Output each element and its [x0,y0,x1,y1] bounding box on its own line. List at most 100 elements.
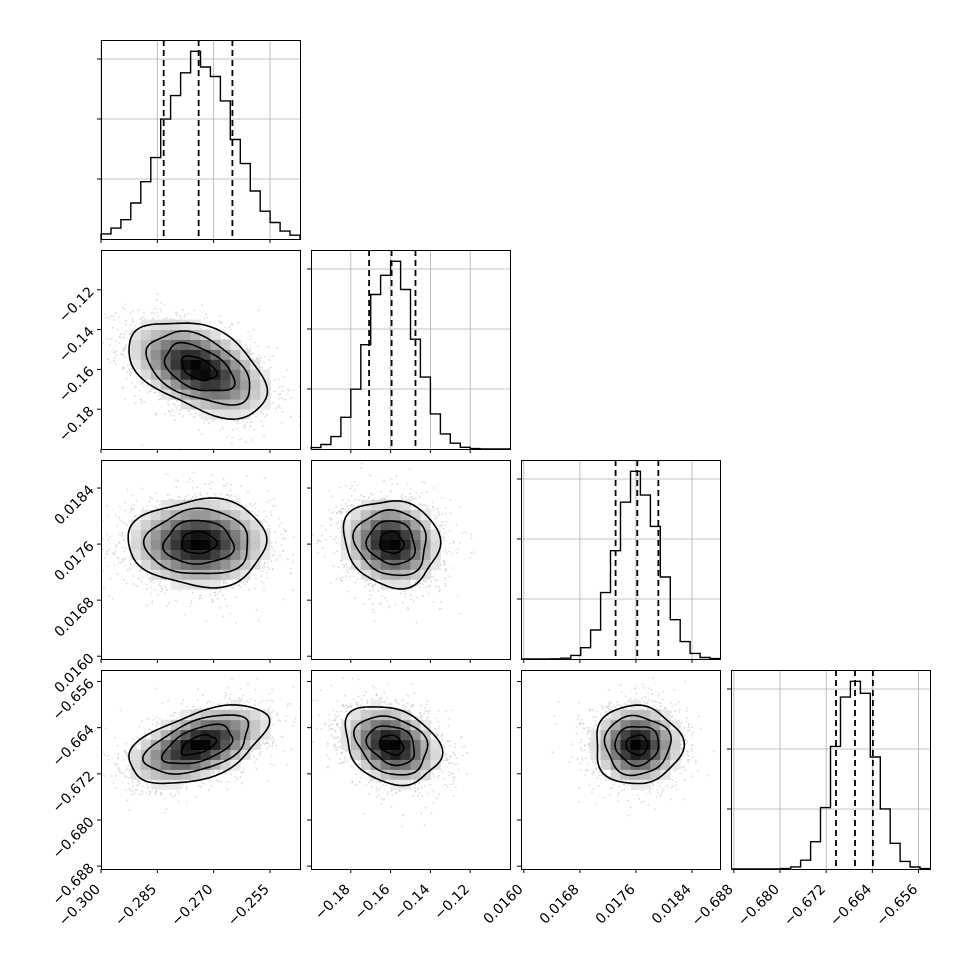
scatter-point [264,415,267,418]
scatter-point [267,566,269,568]
scatter-point [273,551,276,553]
scatter-point [409,488,412,491]
scatter-point [210,593,212,596]
scatter-point [156,298,158,301]
scatter-point [275,407,277,410]
density-cell [140,369,152,380]
scatter-point [171,409,174,411]
scatter-point [219,607,222,609]
scatter-point [255,357,258,359]
scatter-point [267,367,270,370]
scatter-point [127,364,129,366]
scatter-point [263,519,265,521]
scatter-point [150,311,153,314]
scatter-point [285,530,287,533]
scatter-point [209,487,212,490]
scatter-point [292,553,294,556]
scatter-point [141,487,143,490]
scatter-point [142,507,145,509]
density-cell [140,329,152,340]
scatter-point [106,565,109,568]
scatter-point [110,315,113,317]
scatter-point [132,575,134,577]
scatter-point [149,496,152,499]
scatter-point [146,604,149,607]
scatter-point [200,433,203,436]
scatter-point [123,578,125,581]
scatter-point [151,497,153,500]
scatter-point [146,574,149,576]
scatter-point [198,414,201,417]
density-cell [180,319,191,330]
scatter-point [119,561,122,564]
density-cell [140,339,152,350]
scatter-point [443,532,446,535]
scatter-point [224,327,227,329]
scatter-point [249,339,252,341]
scatter-point [246,347,249,350]
density-cell [150,329,162,340]
scatter-point [440,607,443,610]
scatter-point [114,312,117,314]
scatter-point [270,542,273,544]
panel-1-0 [97,250,301,453]
density-cell [240,389,251,400]
scatter-point [244,583,247,586]
scatter-point [106,553,109,556]
scatter-point [260,521,263,523]
scatter-point [135,584,138,587]
scatter-point [226,605,228,607]
density-cell [140,359,152,370]
scatter-point [277,378,280,381]
scatter-point [274,541,277,544]
scatter-point [135,514,137,517]
scatter-point [131,494,134,497]
scatter-point [183,315,186,318]
scatter-point [153,589,156,591]
scatter-point [106,338,109,340]
density-cell [150,339,162,350]
scatter-point [211,481,214,483]
scatter-point [199,491,202,494]
scatter-point [279,393,282,396]
scatter-point [203,421,206,424]
scatter-point [116,543,118,546]
scatter-point [119,353,122,355]
density-cell [200,329,211,340]
scatter-point [92,534,94,536]
scatter-point [116,572,119,575]
scatter-point [254,587,256,590]
scatter-point [123,550,126,552]
density-cell [150,379,162,390]
scatter-point [218,591,221,593]
density-cell [230,349,241,360]
scatter-point [438,608,441,610]
scatter-point [251,421,254,424]
scatter-point [124,557,127,560]
scatter-point [207,422,210,425]
scatter-point [277,406,280,408]
scatter-point [260,419,263,422]
scatter-point [184,313,186,316]
scatter-point [290,572,293,575]
density-cell [230,359,241,370]
scatter-point [305,529,307,531]
scatter-point [352,571,354,574]
scatter-point [165,588,168,590]
scatter-point [119,519,122,521]
scatter-point [164,585,166,588]
scatter-point [184,495,187,498]
scatter-point [272,401,274,404]
scatter-point [347,509,350,512]
scatter-point [279,407,282,410]
scatter-point [316,551,319,554]
scatter-point [113,359,116,362]
density-cell [210,369,221,380]
density-cell [190,329,201,340]
scatter-point [268,359,270,361]
scatter-point [138,318,141,320]
scatter-point [133,583,135,585]
scatter-point [223,338,226,340]
scatter-point [347,590,349,593]
density-cell [170,389,181,400]
